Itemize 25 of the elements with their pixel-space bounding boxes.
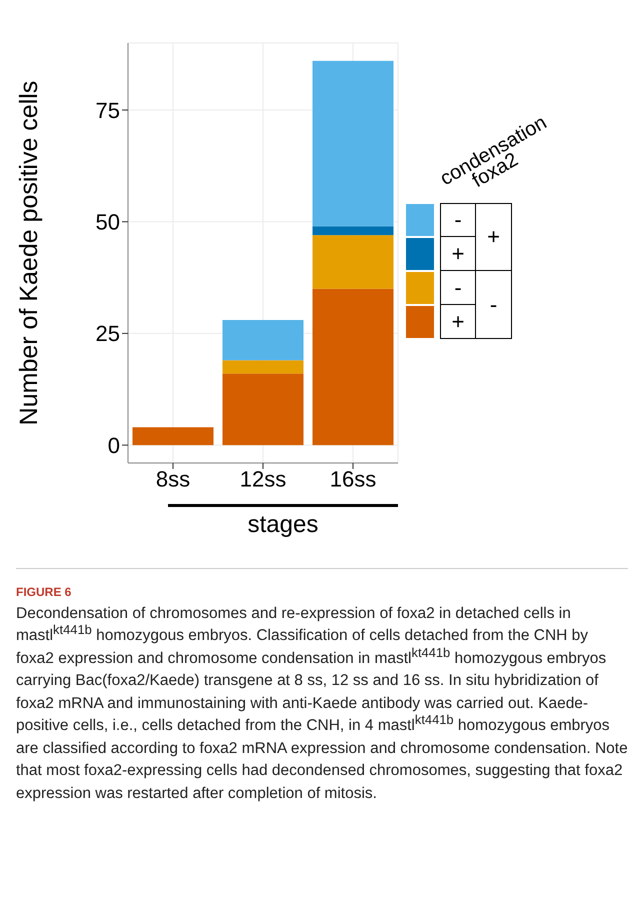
y-tick-label: 0 [108,432,120,458]
bar [222,320,304,360]
bar [312,60,394,226]
bar [312,288,394,446]
y-tick-label: 25 [96,321,120,346]
text: + [440,305,476,339]
bar [132,427,214,446]
text: + [476,203,512,271]
bar [222,374,304,446]
x-tick-label: 12ss [240,466,286,492]
x-tick-label: 8ss [156,466,190,492]
text: Decondensation of chromosomes and re-expression of foxa2 in detached cells in mastl$^{kt441b}$ homozygous embryos. Classification of cells detached from the CNH by foxa2 expression and chromosome condensation in mastl$^{kt441b}$ homozygous embryos carrying Bac(foxa2/Kaede) transgene at 8 ss, 12 ss and 16 ss. In situ hybridization of foxa2 mRNA and immunostaining with anti-Kaede antibody was carried out. Kaede-positive cells, i.e., cells detached from the CNH, in 4 mastl$^{kt441b}$ homozygous embryos are classified according to foxa2 mRNA expression and chromosome condensation. Note that most foxa2-expressing cells had decondensed chromosomes, suggesting that foxa2 expression was restarted after completion of mitosis. [16,605,628,802]
y-tick-label: 75 [96,98,120,123]
text: + [440,237,476,271]
y-tick-label: 50 [96,210,120,235]
text: - [476,271,512,339]
x-tick-label: 16ss [330,466,376,492]
bar [222,360,304,374]
x-axis-title: stages [246,511,320,539]
bar [312,235,394,289]
text: - [440,271,476,305]
legend-label: - [440,203,476,237]
y-axis-title: Number of Kaede positive cells [14,80,43,426]
text: FIGURE 6 [16,585,72,599]
bar [312,226,394,236]
